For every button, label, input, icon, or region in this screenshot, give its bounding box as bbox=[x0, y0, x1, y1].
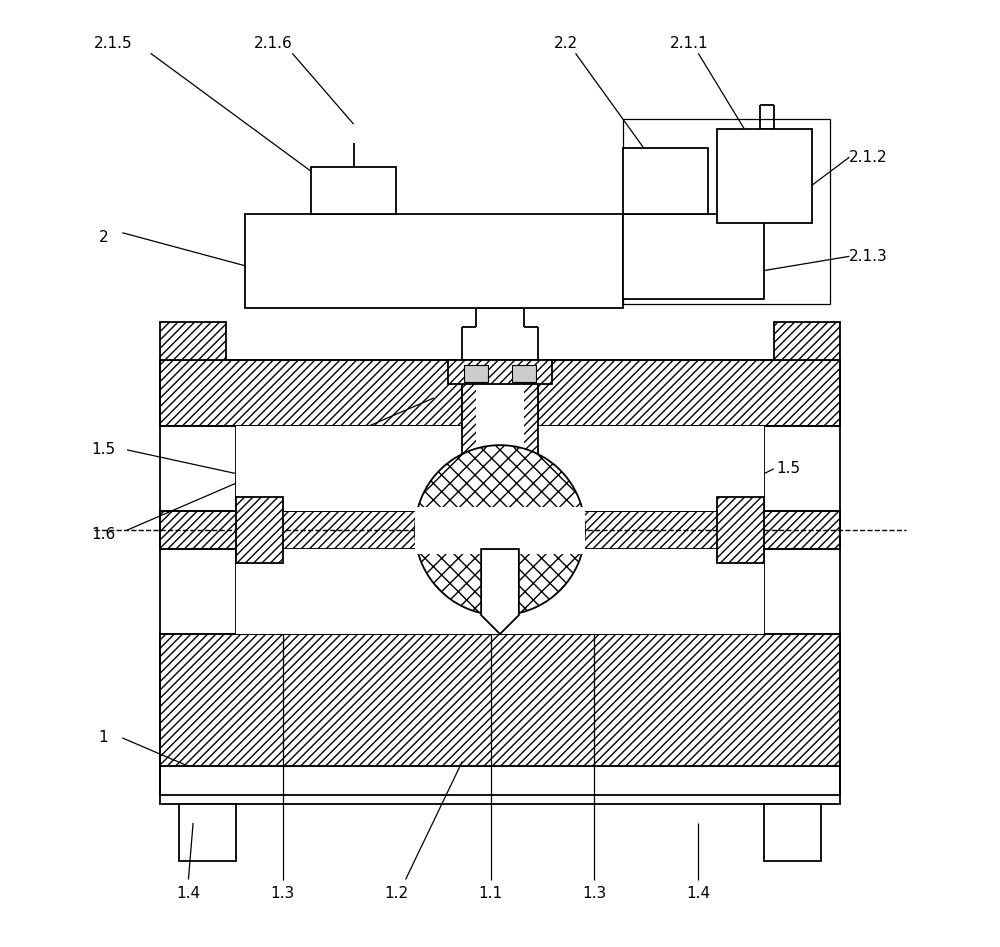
Bar bbox=[236, 426, 764, 511]
Text: 1.3: 1.3 bbox=[271, 886, 295, 902]
Bar bbox=[245, 214, 623, 309]
Polygon shape bbox=[415, 445, 585, 616]
Text: 1.3: 1.3 bbox=[582, 886, 607, 902]
Bar bbox=[236, 497, 283, 563]
Text: 2.1.1: 2.1.1 bbox=[670, 36, 708, 51]
Text: 1: 1 bbox=[99, 730, 108, 745]
Bar bbox=[179, 804, 236, 861]
Bar bbox=[476, 360, 524, 511]
Text: 1.6: 1.6 bbox=[91, 527, 116, 543]
Bar bbox=[512, 365, 536, 382]
Bar bbox=[764, 804, 821, 861]
Bar bbox=[717, 129, 812, 223]
Bar bbox=[623, 148, 708, 214]
Bar bbox=[462, 360, 538, 511]
Bar bbox=[160, 766, 840, 804]
Text: 2: 2 bbox=[99, 230, 108, 245]
Polygon shape bbox=[481, 549, 519, 634]
Bar bbox=[623, 119, 830, 304]
Bar bbox=[717, 497, 764, 563]
Text: 1.2: 1.2 bbox=[384, 886, 408, 902]
Bar bbox=[236, 549, 764, 634]
Bar bbox=[160, 322, 226, 360]
Text: 1.4: 1.4 bbox=[686, 886, 710, 902]
Bar bbox=[160, 360, 840, 426]
Text: 2.2: 2.2 bbox=[554, 36, 578, 51]
Text: 2.1.6: 2.1.6 bbox=[254, 36, 293, 51]
Bar bbox=[774, 322, 840, 360]
Text: 2.1.5: 2.1.5 bbox=[94, 36, 132, 51]
Text: 2.1.3: 2.1.3 bbox=[849, 249, 888, 264]
Bar bbox=[160, 511, 840, 549]
Bar bbox=[623, 214, 764, 299]
Text: 2.1.2: 2.1.2 bbox=[849, 150, 888, 165]
Text: 1.5: 1.5 bbox=[91, 442, 115, 457]
Bar bbox=[464, 365, 488, 382]
Bar bbox=[160, 634, 840, 766]
Text: 1.5: 1.5 bbox=[776, 461, 800, 476]
Bar bbox=[448, 360, 552, 384]
Text: 1.4: 1.4 bbox=[176, 886, 200, 902]
Bar bbox=[415, 507, 585, 554]
Text: 1.1: 1.1 bbox=[478, 886, 503, 902]
Bar bbox=[311, 167, 396, 214]
